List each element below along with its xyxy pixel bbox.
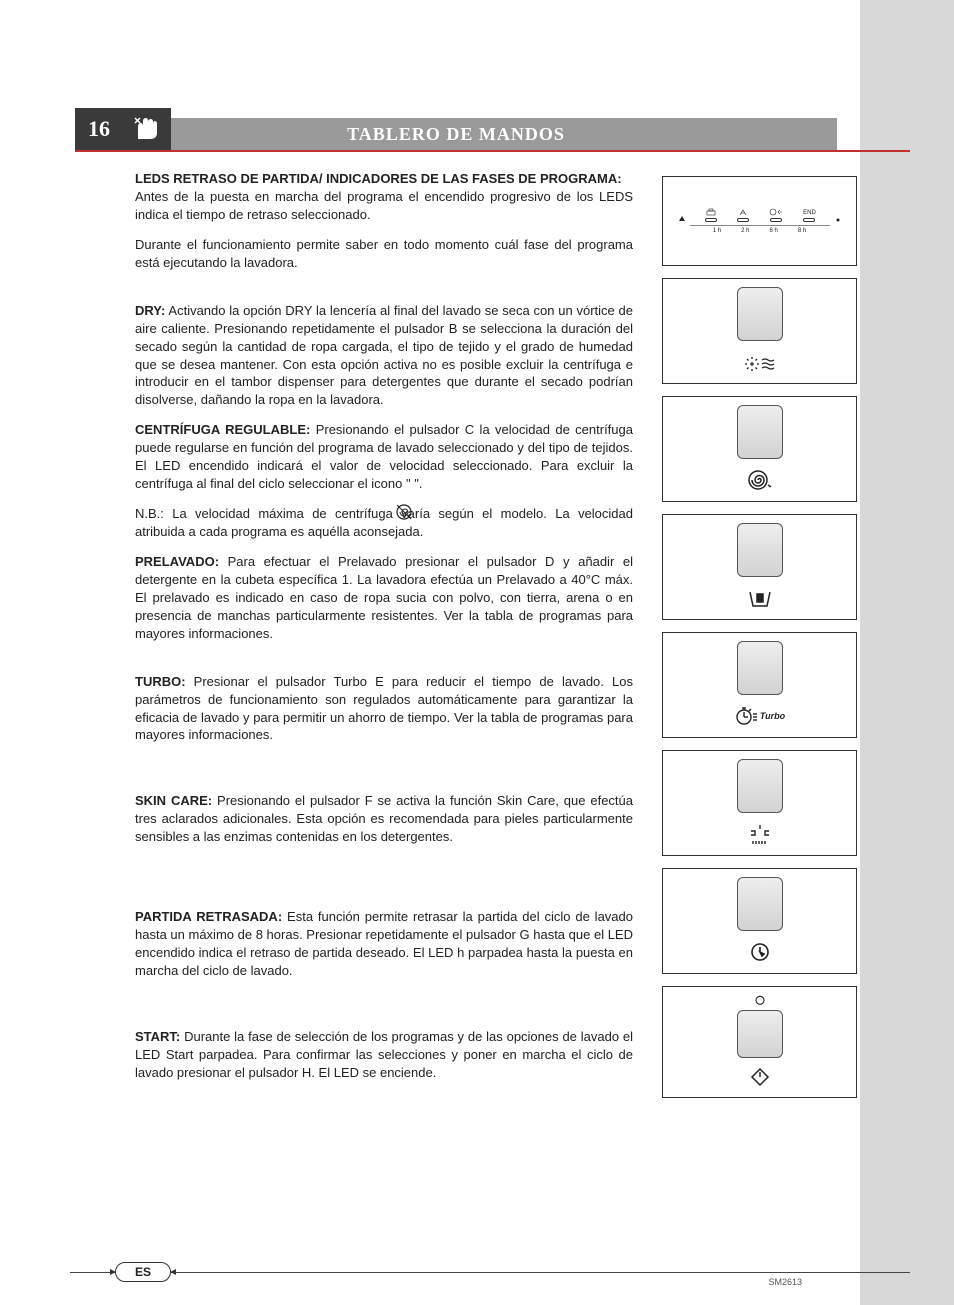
start-head: START:	[135, 1029, 180, 1044]
led-item-1	[705, 208, 717, 222]
centr-paragraph: CENTRÍFUGA REGULABLE: Presionando el pul…	[135, 421, 633, 493]
start-paragraph: START: Durante la fase de selección de l…	[135, 1028, 633, 1082]
prewash-tub-icon	[745, 586, 775, 610]
lang-code: ES	[135, 1265, 151, 1279]
spin-dry-icon	[769, 208, 783, 216]
centrifuga-button[interactable]	[737, 405, 783, 459]
page: 16 TABLERO DE MANDOS LEDS RETRASO DE PAR…	[0, 0, 954, 1305]
led-item-3	[769, 208, 783, 222]
skincare-button-panel	[662, 750, 857, 856]
leds-head: LEDS RETRASO DE PARTIDA/ INDICADORES DE …	[135, 171, 622, 186]
dry-paragraph: DRY: Activando la opción DRY la lencería…	[135, 302, 633, 410]
dry-button-panel	[662, 278, 857, 384]
hour-2: 2 h	[741, 228, 749, 234]
dry-head: DRY:	[135, 303, 165, 318]
leds-paragraph: LEDS RETRASO DE PARTIDA/ INDICADORES DE …	[135, 170, 633, 224]
skin-paragraph: SKIN CARE: Presionando el pulsador F se …	[135, 792, 633, 846]
spiral-icon	[745, 467, 775, 493]
hour-8: 8 h	[798, 228, 806, 234]
dry-body: Activando la opción DRY la lencería al f…	[135, 303, 633, 408]
led-row: END	[679, 208, 840, 222]
prelavado-button-panel	[662, 514, 857, 620]
hour-row: 1 h 2 h 6 h 8 h	[713, 228, 806, 234]
stopwatch-icon	[734, 705, 758, 727]
dry-icon	[742, 350, 778, 374]
centr-head: CENTRÍFUGA REGULABLE:	[135, 422, 310, 437]
delay-paragraph: PARTIDA RETRASADA: Esta función permite …	[135, 908, 633, 980]
right-column: END 1 h 2 h 6 h 8 h	[662, 176, 857, 1110]
start-button[interactable]	[737, 1010, 783, 1058]
centrifuga-button-panel	[662, 396, 857, 502]
led-item-2	[737, 208, 749, 222]
dry-button[interactable]	[737, 287, 783, 341]
body-text: LEDS RETRASO DE PARTIDA/ INDICADORES DE …	[135, 170, 633, 1094]
turbo-body: Presionar el pulsador Turbo E para reduc…	[135, 674, 633, 743]
play-diamond-icon	[748, 1066, 772, 1088]
footer-line	[70, 1272, 910, 1273]
centr-nb: N.B.: La velocidad máxima de centrífuga …	[135, 505, 633, 541]
prel-paragraph: PRELAVADO: Para efectuar el Prelavado pr…	[135, 553, 633, 643]
accent-line	[75, 150, 910, 152]
title-bar: TABLERO DE MANDOS	[75, 118, 837, 150]
turbo-label: Turbo	[760, 711, 785, 721]
skin-head: SKIN CARE:	[135, 793, 212, 808]
skincare-icon	[745, 821, 775, 847]
turbo-button[interactable]	[737, 641, 783, 695]
end-label: END	[803, 210, 816, 216]
page-number: 16	[88, 116, 110, 142]
clock-icon	[747, 940, 773, 964]
led-item-triangle	[679, 216, 685, 222]
hour-6: 6 h	[770, 228, 778, 234]
hand-icon	[123, 108, 171, 150]
prel-head: PRELAVADO:	[135, 554, 219, 569]
start-body: Durante la fase de selección de los prog…	[135, 1029, 633, 1080]
start-led-icon	[754, 995, 766, 1006]
right-gray-strip	[860, 0, 954, 1305]
turbo-button-panel: Turbo	[662, 632, 857, 738]
skincare-button[interactable]	[737, 759, 783, 813]
turbo-head: TURBO:	[135, 674, 186, 689]
delay-head: PARTIDA RETRASADA:	[135, 909, 282, 924]
led-item-dot	[836, 218, 840, 222]
spiral-inline-icon	[395, 503, 413, 521]
led-phase-panel: END 1 h 2 h 6 h 8 h	[662, 176, 857, 266]
page-number-box: 16	[75, 108, 123, 150]
content-area: 16 TABLERO DE MANDOS LEDS RETRASO DE PAR…	[0, 0, 860, 1305]
hour-1: 1 h	[713, 228, 721, 234]
delay-button[interactable]	[737, 877, 783, 931]
language-badge: ES	[115, 1262, 171, 1282]
turbo-paragraph: TURBO: Presionar el pulsador Turbo E par…	[135, 673, 633, 745]
leds-p2: Durante el funcionamiento permite saber …	[135, 236, 633, 272]
delay-button-panel	[662, 868, 857, 974]
led-item-end: END	[803, 210, 816, 222]
wash-tub-icon	[706, 208, 716, 216]
leds-p1: Antes de la puesta en marcha del program…	[135, 189, 633, 222]
prelavado-button[interactable]	[737, 523, 783, 577]
document-code: SM2613	[768, 1277, 802, 1287]
badge-dot-right-icon	[170, 1268, 178, 1276]
page-title: TABLERO DE MANDOS	[75, 124, 837, 145]
start-button-panel	[662, 986, 857, 1098]
rinse-icon	[738, 208, 748, 216]
